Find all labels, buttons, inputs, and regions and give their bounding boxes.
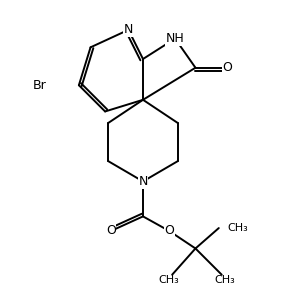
Text: CH₃: CH₃ [214,275,235,285]
Text: N: N [138,175,148,188]
Text: N: N [124,23,133,36]
Text: O: O [106,224,116,238]
Text: NH: NH [166,32,184,45]
Text: CH₃: CH₃ [228,223,248,233]
Text: O: O [164,224,174,238]
Text: Br: Br [33,79,47,92]
Text: CH₃: CH₃ [159,275,180,285]
Text: O: O [223,61,233,74]
